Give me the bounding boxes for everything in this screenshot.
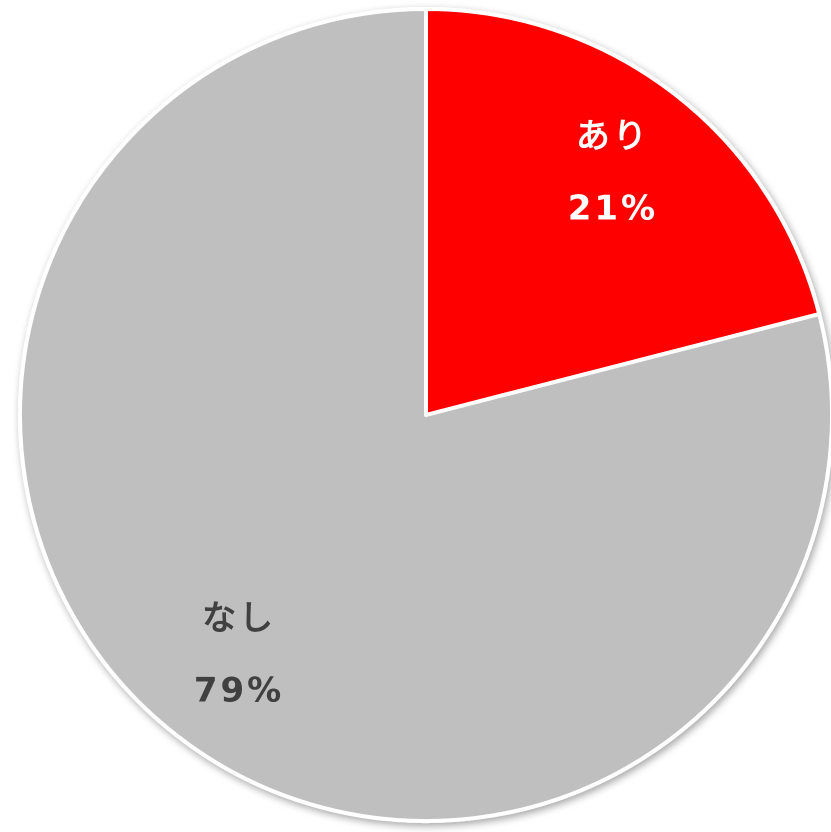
slice-label: なし xyxy=(202,598,276,638)
labels: あり 21% なし 79% xyxy=(194,117,658,711)
value-label: 21% xyxy=(568,189,658,229)
pie xyxy=(18,7,831,823)
value-label: 79% xyxy=(194,670,284,710)
pie-slice xyxy=(424,7,822,417)
slice-label: あり xyxy=(576,117,650,157)
pie-slice xyxy=(18,7,831,823)
